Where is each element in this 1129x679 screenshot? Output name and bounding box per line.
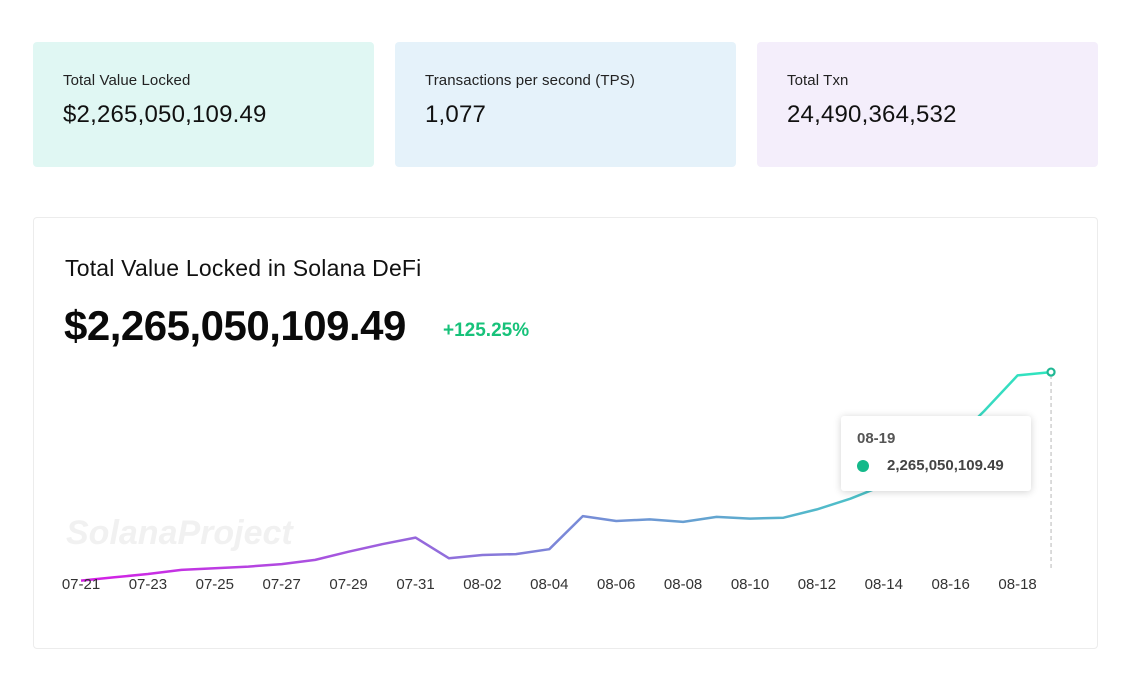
change-percentage: +125.25% <box>443 320 530 341</box>
x-tick-label: 07-31 <box>396 576 434 593</box>
x-tick-label: 08-10 <box>731 576 769 593</box>
tooltip-date: 08-19 <box>857 430 896 447</box>
tooltip-series-dot <box>857 459 869 472</box>
tooltip-value: 2,265,050,109.49 <box>887 457 1004 474</box>
x-tick-label: 07-23 <box>129 576 167 593</box>
stat-label: Total Txn <box>787 72 849 89</box>
x-tick-label: 08-06 <box>597 576 635 593</box>
x-tick-label: 07-21 <box>62 576 100 593</box>
stat-card-tps: Transactions per second (TPS) 1,077 <box>395 42 736 167</box>
x-tick-label: 08-02 <box>463 576 501 593</box>
chart-big-value: $2,265,050,109.49 <box>64 302 406 349</box>
stat-label: Total Value Locked <box>63 72 191 89</box>
x-tick-label: 07-25 <box>196 576 234 593</box>
x-tick-label: 08-16 <box>932 576 970 593</box>
x-tick-label: 08-12 <box>798 576 836 593</box>
stat-value: $2,265,050,109.49 <box>63 101 267 128</box>
stat-value: 1,077 <box>425 101 487 128</box>
x-tick-label: 08-08 <box>664 576 702 593</box>
watermark-text: SolanaProject <box>66 514 294 552</box>
x-tick-label: 07-27 <box>263 576 301 593</box>
x-tick-label: 08-14 <box>865 576 903 593</box>
highlighted-data-point[interactable] <box>1046 367 1056 377</box>
tvl-line-chart[interactable]: SolanaProject 07-21 07-23 07-25 07-27 07-29 0… <box>34 218 1097 648</box>
chart-tooltip: 08-19 2,265,050,109.49 <box>841 416 1031 491</box>
x-tick-label: 08-04 <box>530 576 568 593</box>
stat-label: Transactions per second (TPS) <box>425 72 635 89</box>
chart-title: Total Value Locked in Solana DeFi <box>65 255 422 281</box>
x-tick-label: 08-18 <box>998 576 1036 593</box>
stat-card-tvl: Total Value Locked $2,265,050,109.49 <box>33 42 374 167</box>
tvl-chart-panel: Total Value Locked in Solana DeFi $2,265… <box>33 217 1098 649</box>
stat-card-total-txn: Total Txn 24,490,364,532 <box>757 42 1098 167</box>
stat-value: 24,490,364,532 <box>787 101 957 128</box>
x-tick-label: 07-29 <box>329 576 367 593</box>
